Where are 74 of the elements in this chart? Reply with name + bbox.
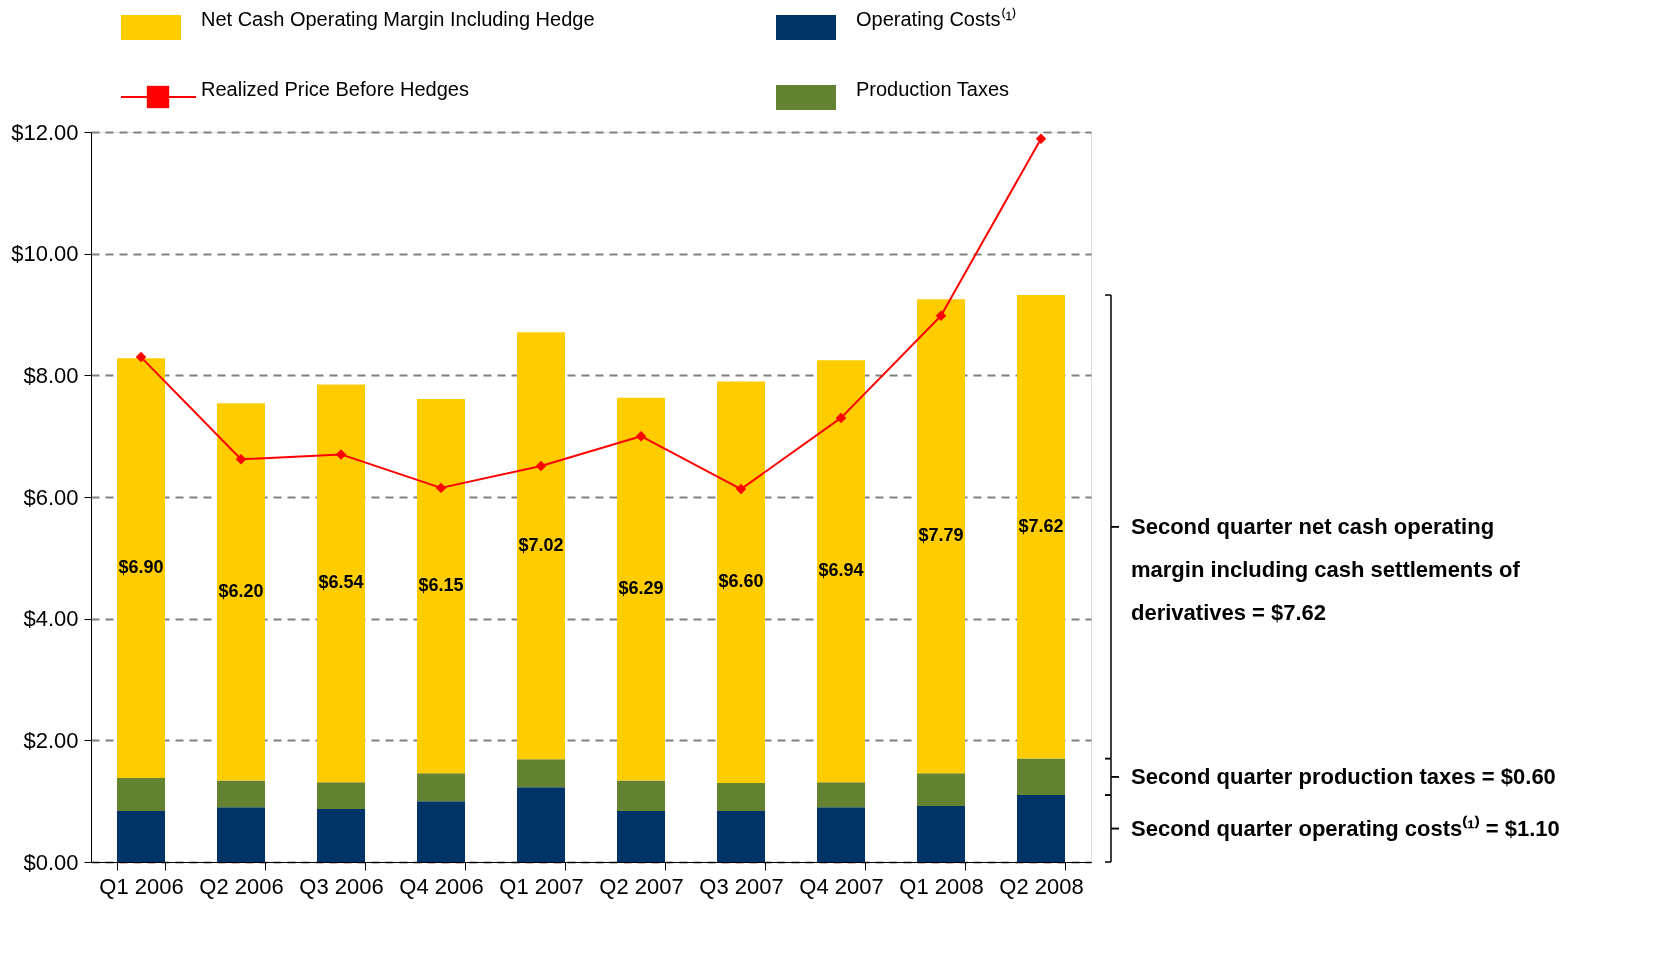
x-tick-label: Q3 2006 xyxy=(299,873,384,899)
bar xyxy=(717,782,765,811)
data-label: $6.60 xyxy=(718,571,764,592)
legend-label: Net Cash Operating Margin Including Hedge xyxy=(201,8,595,30)
bar xyxy=(517,759,565,788)
x-tick-label: Q1 2008 xyxy=(899,873,984,899)
y-tick-label: $4.00 xyxy=(23,606,79,632)
bar xyxy=(317,782,365,810)
y-tick-label: $12.00 xyxy=(11,119,79,145)
point xyxy=(835,412,847,424)
point xyxy=(635,430,647,442)
point xyxy=(735,483,747,495)
bar xyxy=(417,399,465,774)
x-tick-label: Q3 2007 xyxy=(699,873,784,899)
data-label: $6.54 xyxy=(318,572,364,593)
data-label: $7.79 xyxy=(918,525,964,546)
bar xyxy=(817,782,865,808)
bar xyxy=(817,360,865,783)
bar xyxy=(317,809,365,862)
data-label: $6.29 xyxy=(618,578,664,599)
x-tick-label: Q2 2006 xyxy=(199,873,284,899)
y-tick-label: $6.00 xyxy=(23,484,79,510)
point xyxy=(435,482,447,494)
bar xyxy=(417,801,465,862)
bar xyxy=(717,381,765,783)
data-label: $7.02 xyxy=(518,534,564,555)
bar xyxy=(217,807,265,862)
bar xyxy=(617,397,665,781)
bar xyxy=(1017,795,1065,862)
legend-label: Production Taxes xyxy=(856,78,1010,100)
y-tick-label: $2.00 xyxy=(23,727,79,753)
text: Second quarter production taxes = $0.60 xyxy=(1131,763,1556,789)
x-tick-label: Q4 2006 xyxy=(399,873,484,899)
text: Second quarter operating costs⁽¹⁾ = $1.10 xyxy=(1131,814,1560,841)
bar xyxy=(1017,758,1065,796)
bar xyxy=(517,787,565,862)
data-label: $6.15 xyxy=(418,575,464,596)
bar xyxy=(817,807,865,862)
bar xyxy=(617,810,665,862)
point xyxy=(935,310,947,321)
legend-label: Operating Costs⁽¹⁾ xyxy=(856,7,1018,30)
bar xyxy=(217,780,265,808)
bar xyxy=(917,773,965,807)
data-label: $6.90 xyxy=(118,557,164,578)
bar xyxy=(717,810,765,862)
y-tick-label: $8.00 xyxy=(23,362,79,388)
bar xyxy=(117,778,165,811)
data-label: $7.62 xyxy=(1018,515,1064,536)
y-tick-label: $0.00 xyxy=(23,849,79,875)
x-tick-label: Q2 2008 xyxy=(999,873,1084,899)
point xyxy=(535,460,547,472)
point xyxy=(335,449,347,460)
bar xyxy=(617,780,665,811)
data-label: $6.94 xyxy=(818,560,864,581)
point xyxy=(235,454,247,465)
bar xyxy=(517,332,565,760)
text: Second quarter net cash operating margin including cash settlements of derivatives = $7.62 xyxy=(1131,513,1521,625)
bar xyxy=(417,773,465,802)
bar xyxy=(917,806,965,862)
point xyxy=(1035,133,1047,144)
x-tick-label: Q1 2007 xyxy=(499,873,584,899)
y-tick-label: $10.00 xyxy=(11,241,79,267)
bar xyxy=(317,384,365,783)
x-tick-label: Q1 2006 xyxy=(99,873,184,899)
data-label: $6.20 xyxy=(218,580,264,601)
point xyxy=(135,351,147,363)
bar xyxy=(1017,295,1065,759)
bar xyxy=(117,358,165,779)
legend-label: Realized Price Before Hedges xyxy=(201,78,469,100)
x-tick-label: Q4 2007 xyxy=(799,873,884,899)
bar xyxy=(917,299,965,774)
bar xyxy=(217,403,265,781)
x-tick-label: Q2 2007 xyxy=(599,873,684,899)
bar xyxy=(117,810,165,862)
